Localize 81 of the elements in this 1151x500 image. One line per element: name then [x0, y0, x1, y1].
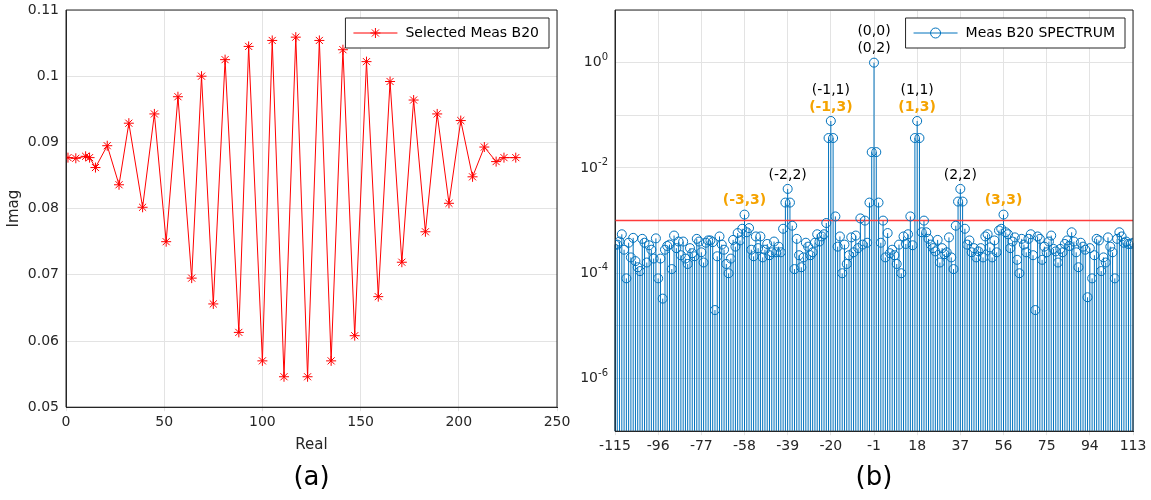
point — [123, 117, 135, 129]
point — [337, 44, 349, 56]
annotation: (2,2) — [943, 165, 977, 182]
point — [325, 355, 337, 367]
point — [419, 226, 431, 238]
point — [256, 355, 268, 367]
text: (a) — [293, 460, 330, 491]
x-tick-label: 18 — [908, 437, 927, 454]
point — [490, 156, 502, 168]
y-tick-label: 0.05 — [27, 397, 59, 414]
y-tick-label: 0.06 — [27, 331, 60, 348]
legend-label: Selected Meas B20 — [405, 23, 539, 40]
annotation: (-1,1) — [811, 80, 850, 97]
annotation: (1,1) — [900, 80, 934, 97]
point — [278, 371, 290, 383]
annotation: (-2,2) — [768, 165, 807, 182]
point — [89, 162, 101, 174]
x-tick-label: 50 — [155, 413, 174, 430]
point — [196, 70, 208, 82]
point — [243, 40, 255, 52]
point — [360, 56, 372, 68]
x-tick-label: -115 — [599, 437, 631, 454]
point — [207, 298, 219, 310]
annotation: (0,0) — [857, 22, 891, 39]
point — [302, 371, 314, 383]
point — [455, 115, 467, 127]
point — [113, 179, 125, 191]
x-tick-label: 150 — [347, 413, 374, 430]
point — [443, 197, 455, 209]
x-tick-label: -58 — [733, 437, 756, 454]
point — [80, 150, 92, 162]
x-tick-label: 37 — [951, 437, 970, 454]
point — [160, 236, 172, 248]
x-tick-label: -77 — [689, 437, 713, 454]
point — [172, 91, 184, 103]
x-tick-label: 0 — [61, 413, 71, 430]
y-axis-title: Imag — [3, 189, 22, 228]
point — [148, 108, 160, 120]
point — [431, 108, 443, 120]
x-tick-label: 113 — [1119, 437, 1147, 454]
x-tick-label: 75 — [1037, 437, 1056, 454]
point — [349, 330, 361, 342]
x-tick-label: -39 — [776, 437, 800, 454]
y-tick-label: 0.07 — [27, 265, 59, 282]
point — [510, 152, 522, 164]
point — [313, 34, 325, 46]
y-tick-label: 0.09 — [27, 133, 59, 150]
point — [266, 34, 278, 46]
point — [467, 171, 479, 183]
point — [219, 54, 231, 66]
x-tick-label: -20 — [819, 437, 843, 454]
point — [84, 152, 96, 164]
point — [372, 291, 384, 303]
point — [384, 76, 396, 87]
x-tick-label: 56 — [994, 437, 1013, 454]
x-axis-title: Real — [295, 434, 328, 453]
annotation: (3,3) — [984, 191, 1023, 208]
y-tick-label: 0.11 — [27, 0, 59, 17]
point — [137, 201, 149, 213]
point — [290, 31, 302, 43]
x-tick-label: 200 — [445, 413, 473, 430]
x-tick-label: 100 — [249, 413, 276, 430]
annotation: (1,3) — [898, 97, 936, 114]
point — [101, 140, 113, 152]
legend-label: Meas B20 SPECTRUM — [965, 23, 1116, 40]
y-tick-label: 0.1 — [36, 66, 59, 83]
point — [186, 272, 198, 284]
annotation: (0,2) — [857, 39, 891, 56]
point — [408, 94, 420, 106]
point — [233, 326, 245, 338]
x-tick-label: 94 — [1080, 437, 1099, 454]
y-tick-label: 0.08 — [27, 199, 59, 216]
point — [498, 152, 510, 164]
x-tick-label: -96 — [646, 437, 670, 454]
point — [396, 256, 408, 268]
x-tick-label: -1 — [867, 437, 881, 454]
text: (b) — [855, 460, 893, 491]
annotation: (-3,3) — [722, 191, 767, 208]
point — [478, 141, 490, 153]
annotation: (-1,3) — [809, 97, 853, 114]
x-tick-label: 250 — [543, 413, 571, 430]
